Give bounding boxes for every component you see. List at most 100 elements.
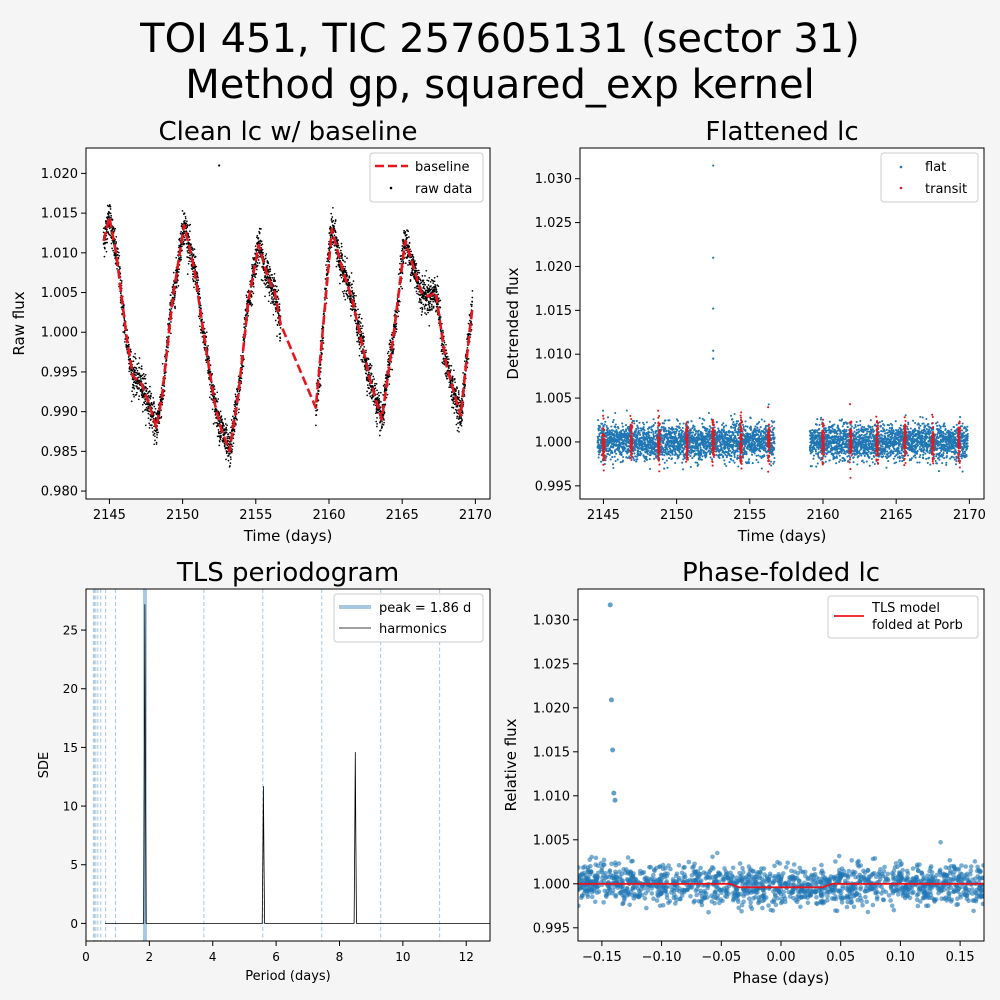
raw-data-point	[412, 256, 415, 258]
raw-data-point	[183, 243, 186, 245]
raw-data-point	[377, 396, 379, 399]
raw-data-point	[266, 264, 269, 267]
flat-point	[633, 419, 636, 423]
raw-data-point	[215, 421, 218, 424]
raw-data-point	[151, 427, 154, 429]
raw-data-point	[342, 292, 345, 295]
raw-data-point	[272, 301, 275, 303]
y-tick-label: 1.005	[41, 286, 78, 301]
raw-data-point	[256, 264, 259, 267]
flat-point	[648, 426, 651, 429]
legend-raw-swatch	[389, 186, 393, 190]
raw-data-point	[143, 396, 145, 399]
raw-data-point	[376, 423, 378, 425]
legend-label: baseline	[415, 160, 469, 175]
raw-data-point	[345, 272, 348, 274]
flat-point	[641, 421, 645, 424]
raw-data-point	[441, 352, 444, 355]
flat-point	[643, 429, 646, 432]
raw-data-point	[420, 301, 423, 304]
raw-data-point	[356, 340, 358, 343]
raw-data-point	[352, 280, 355, 282]
raw-data-point	[460, 422, 462, 425]
raw-data-point	[456, 415, 459, 418]
raw-data-point	[125, 344, 128, 347]
flat-point	[600, 460, 603, 463]
x-tick-label: 2165	[386, 508, 419, 523]
raw-data-point	[371, 397, 373, 400]
raw-data-point	[151, 404, 154, 406]
raw-data-point	[445, 343, 447, 346]
raw-data-point	[354, 302, 357, 305]
raw-data-point	[319, 340, 322, 342]
raw-data-point	[138, 372, 141, 375]
panel-flattened-lc: 2145 2150 2155 2160 2165 21700.9951.0001.0051…	[504, 117, 986, 545]
raw-data-point	[191, 255, 194, 258]
raw-data-point	[331, 221, 334, 223]
raw-data-point	[144, 398, 146, 401]
raw-data-point	[246, 312, 249, 315]
raw-data-point	[254, 245, 257, 247]
raw-data-point	[279, 339, 281, 342]
raw-data-point	[343, 295, 345, 297]
raw-data-point	[279, 337, 282, 340]
raw-data-point	[316, 408, 319, 411]
raw-data-point	[113, 241, 115, 244]
raw-data-point	[148, 422, 151, 425]
y-tick-label: 0.980	[41, 485, 78, 500]
raw-data-point	[392, 350, 394, 353]
raw-data-point	[108, 215, 110, 217]
raw-data-point	[254, 276, 257, 279]
flat-point	[636, 458, 639, 461]
raw-data-point	[321, 352, 323, 355]
raw-data-point	[438, 316, 441, 319]
raw-data-point	[149, 397, 152, 400]
raw-data-point	[430, 303, 433, 306]
raw-data-point	[191, 247, 194, 250]
raw-data-point	[368, 371, 370, 374]
raw-data-point	[208, 357, 211, 359]
flat-point	[638, 431, 641, 434]
raw-data-point	[438, 297, 440, 300]
raw-data-point	[430, 288, 433, 291]
raw-data-point	[212, 423, 215, 425]
raw-data-point	[455, 423, 458, 426]
raw-data-point	[455, 389, 457, 392]
raw-data-point	[350, 272, 353, 274]
raw-data-point	[170, 321, 172, 323]
raw-data-point	[463, 360, 466, 363]
flat-point	[614, 430, 617, 433]
flat-point	[599, 447, 602, 450]
raw-data-point	[429, 300, 432, 303]
raw-data-point	[348, 275, 351, 278]
raw-data-point	[136, 369, 139, 372]
raw-data-point	[435, 310, 437, 313]
raw-data-point	[357, 308, 359, 311]
raw-data-point	[189, 244, 192, 247]
raw-data-point	[385, 388, 388, 391]
flat-point	[633, 452, 636, 455]
raw-data-point	[269, 276, 272, 279]
flat-point	[603, 423, 606, 426]
raw-data-point	[111, 247, 113, 250]
raw-data-point	[456, 387, 459, 390]
flat-point	[634, 455, 637, 458]
raw-data-point	[463, 395, 466, 397]
raw-data-point	[196, 273, 199, 275]
raw-data-point	[255, 268, 258, 271]
raw-data-point	[419, 307, 422, 310]
raw-data-point	[241, 351, 244, 353]
raw-data-point	[143, 402, 146, 405]
raw-data-point	[147, 407, 149, 410]
raw-data-point	[152, 396, 155, 399]
raw-data-point	[175, 256, 178, 259]
flat-point	[645, 455, 648, 458]
raw-data-point	[367, 358, 370, 361]
flat-point	[635, 428, 638, 431]
raw-data-point	[106, 237, 109, 240]
raw-data-point	[470, 328, 473, 331]
raw-data-point	[414, 260, 416, 262]
raw-data-point	[238, 379, 240, 382]
raw-data-point	[153, 411, 156, 413]
raw-data-point	[178, 244, 181, 247]
